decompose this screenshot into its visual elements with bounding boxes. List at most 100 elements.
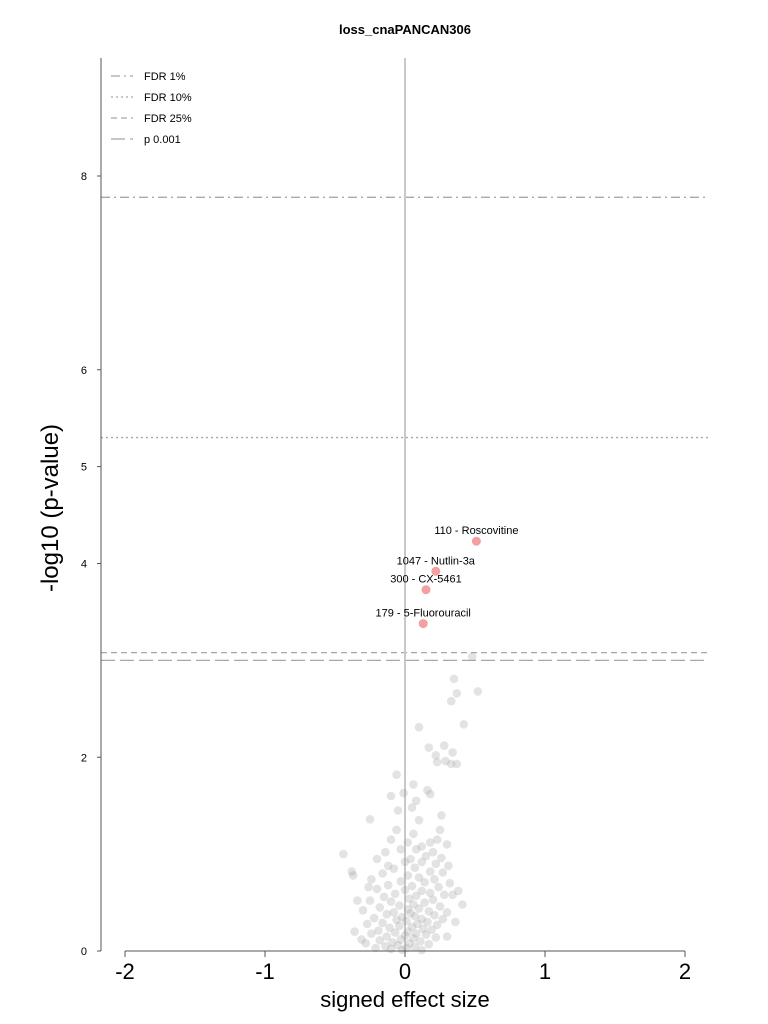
highlighted-points: 110 - Roscovitine 1047 - Nutlin-3a 300 - C…	[376, 525, 518, 629]
data-point	[439, 741, 449, 750]
data-point	[386, 835, 396, 844]
y-axis-ticks: 0 2 4 5 6 8	[81, 171, 101, 958]
data-point	[371, 943, 380, 953]
data-point	[400, 931, 410, 940]
data-point	[404, 894, 414, 903]
data-point	[390, 928, 400, 937]
data-point	[409, 900, 418, 909]
data-point	[357, 935, 366, 944]
legend: FDR 1% FDR 10% FDR 25% p 0.001	[111, 71, 192, 146]
data-point	[406, 908, 415, 918]
data-point	[420, 898, 429, 907]
data-point	[414, 722, 424, 732]
data-point	[446, 696, 456, 706]
data-point	[367, 875, 376, 884]
data-point	[421, 930, 431, 939]
data-point	[388, 938, 397, 947]
data-point	[404, 939, 414, 948]
data-point	[358, 906, 368, 915]
data-point	[386, 791, 396, 801]
data-point	[424, 743, 434, 752]
y-axis-label: -log10 (p-value)	[37, 424, 64, 592]
data-point	[442, 908, 452, 917]
data-point	[425, 789, 435, 799]
data-point	[403, 871, 413, 880]
y-tick-label: 5	[81, 462, 87, 474]
data-point	[452, 689, 462, 698]
data-point	[414, 815, 424, 825]
data-point	[386, 944, 396, 954]
data-point	[393, 806, 403, 815]
data-point	[381, 847, 390, 857]
highlight-point-0	[471, 536, 481, 546]
data-point	[378, 918, 387, 928]
data-point	[372, 854, 382, 864]
data-point	[407, 922, 417, 932]
data-point	[395, 901, 404, 910]
data-point	[417, 857, 427, 867]
data-point	[421, 851, 431, 861]
y-tick-label: 0	[81, 946, 87, 958]
data-point	[431, 751, 441, 760]
data-point	[347, 867, 357, 876]
data-point	[406, 854, 415, 864]
data-point	[431, 859, 441, 869]
data-point	[430, 910, 439, 920]
data-point	[379, 892, 389, 902]
data-point	[430, 875, 439, 884]
data-point	[382, 909, 392, 919]
data-point	[448, 748, 457, 757]
y-tick-label: 8	[81, 171, 87, 183]
data-point	[399, 788, 408, 798]
data-point	[383, 861, 393, 871]
x-tick-label: 1	[539, 959, 551, 984]
data-point	[424, 939, 434, 949]
data-point	[389, 908, 399, 917]
data-point	[389, 864, 399, 873]
data-point	[432, 835, 442, 844]
data-point	[425, 888, 435, 898]
data-point	[439, 890, 449, 900]
data-point	[418, 924, 428, 933]
data-point	[451, 917, 460, 927]
data-point	[435, 902, 445, 911]
data-point	[411, 891, 421, 901]
x-tick-label: 2	[679, 959, 691, 984]
data-point	[428, 895, 438, 904]
data-point	[403, 927, 413, 936]
highlight-label-3: 179 - 5-Fluorouracil	[376, 608, 471, 620]
data-point	[367, 929, 376, 938]
data-point	[392, 915, 401, 925]
x-tick-label: -1	[255, 959, 275, 984]
data-point	[420, 877, 429, 887]
data-point	[381, 941, 390, 951]
data-point	[375, 936, 385, 945]
highlight-label-2: 300 - CX-5461	[390, 574, 462, 586]
data-point	[445, 878, 455, 888]
y-tick-label: 4	[81, 559, 87, 571]
data-point	[423, 917, 432, 927]
data-point	[390, 889, 400, 899]
data-point	[410, 863, 420, 872]
data-point	[402, 916, 411, 926]
data-point	[403, 838, 413, 847]
x-axis-ticks: -2 -1 0 1 2	[115, 951, 691, 984]
data-point	[397, 912, 407, 922]
data-point	[416, 937, 425, 946]
data-point	[393, 940, 403, 950]
data-point	[448, 890, 457, 900]
data-point	[403, 905, 413, 914]
background-points	[339, 652, 483, 955]
data-point	[375, 903, 385, 912]
data-point	[364, 882, 373, 892]
data-point	[350, 927, 359, 936]
data-point	[392, 825, 401, 835]
data-point	[427, 925, 436, 934]
data-point	[413, 919, 422, 929]
data-point	[369, 913, 379, 923]
data-point	[424, 907, 434, 916]
data-point	[402, 943, 411, 953]
data-point	[432, 920, 442, 930]
data-point	[407, 803, 417, 812]
data-point	[374, 926, 383, 935]
